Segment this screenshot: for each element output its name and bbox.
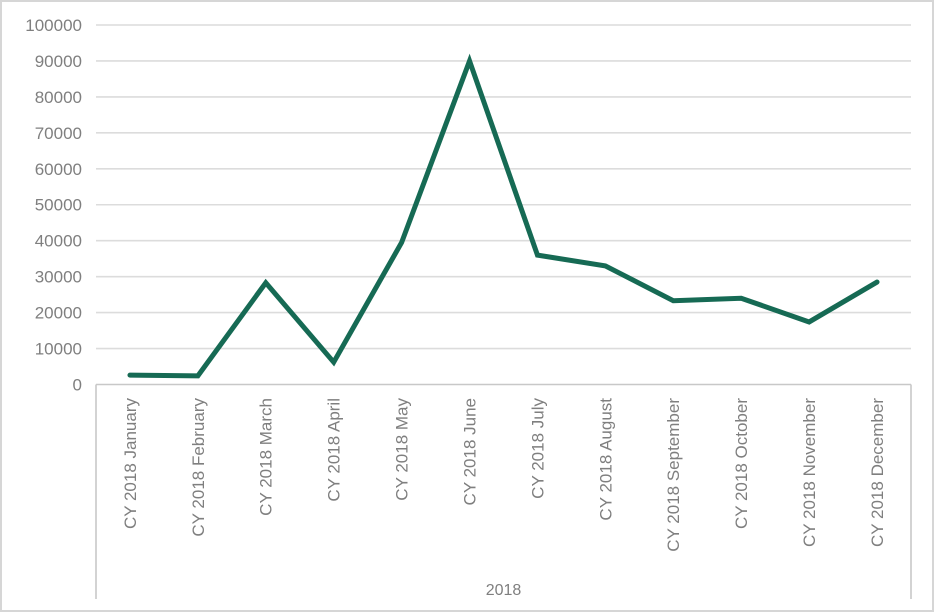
y-axis-tick-label: 50000 [35,196,82,215]
x-axis-category-label: CY 2018 May [393,398,412,501]
x-axis-category-label: CY 2018 October [732,398,751,529]
x-axis-category-label: CY 2018 February [189,398,208,537]
x-axis-group-label: 2018 [486,582,522,599]
y-axis-tick-label: 100000 [25,16,82,35]
x-axis-category-label: CY 2018 November [800,398,819,547]
x-axis-category-label: CY 2018 December [868,398,887,547]
y-axis-tick-label: 30000 [35,268,82,287]
x-axis-category-label: CY 2018 September [664,398,683,552]
y-axis-tick-label: 40000 [35,232,82,251]
y-axis-tick-label: 70000 [35,124,82,143]
data-series-line [127,53,880,379]
x-axis-category-label: CY 2018 January [121,398,140,530]
x-axis-category-label: CY 2018 August [596,398,615,521]
y-axis-tick-label: 0 [73,375,82,394]
x-axis-category-label: CY 2018 March [257,398,276,516]
x-axis-category-label: CY 2018 April [325,398,344,502]
y-axis-tick-label: 90000 [35,52,82,71]
y-axis-tick-label: 20000 [35,304,82,323]
x-axis-category-label: CY 2018 July [528,398,547,499]
y-axis-tick-label: 60000 [35,160,82,179]
x-axis-category-label: CY 2018 June [460,398,479,505]
y-axis-tick-label: 80000 [35,88,82,107]
y-axis-tick-label: 10000 [35,340,82,359]
